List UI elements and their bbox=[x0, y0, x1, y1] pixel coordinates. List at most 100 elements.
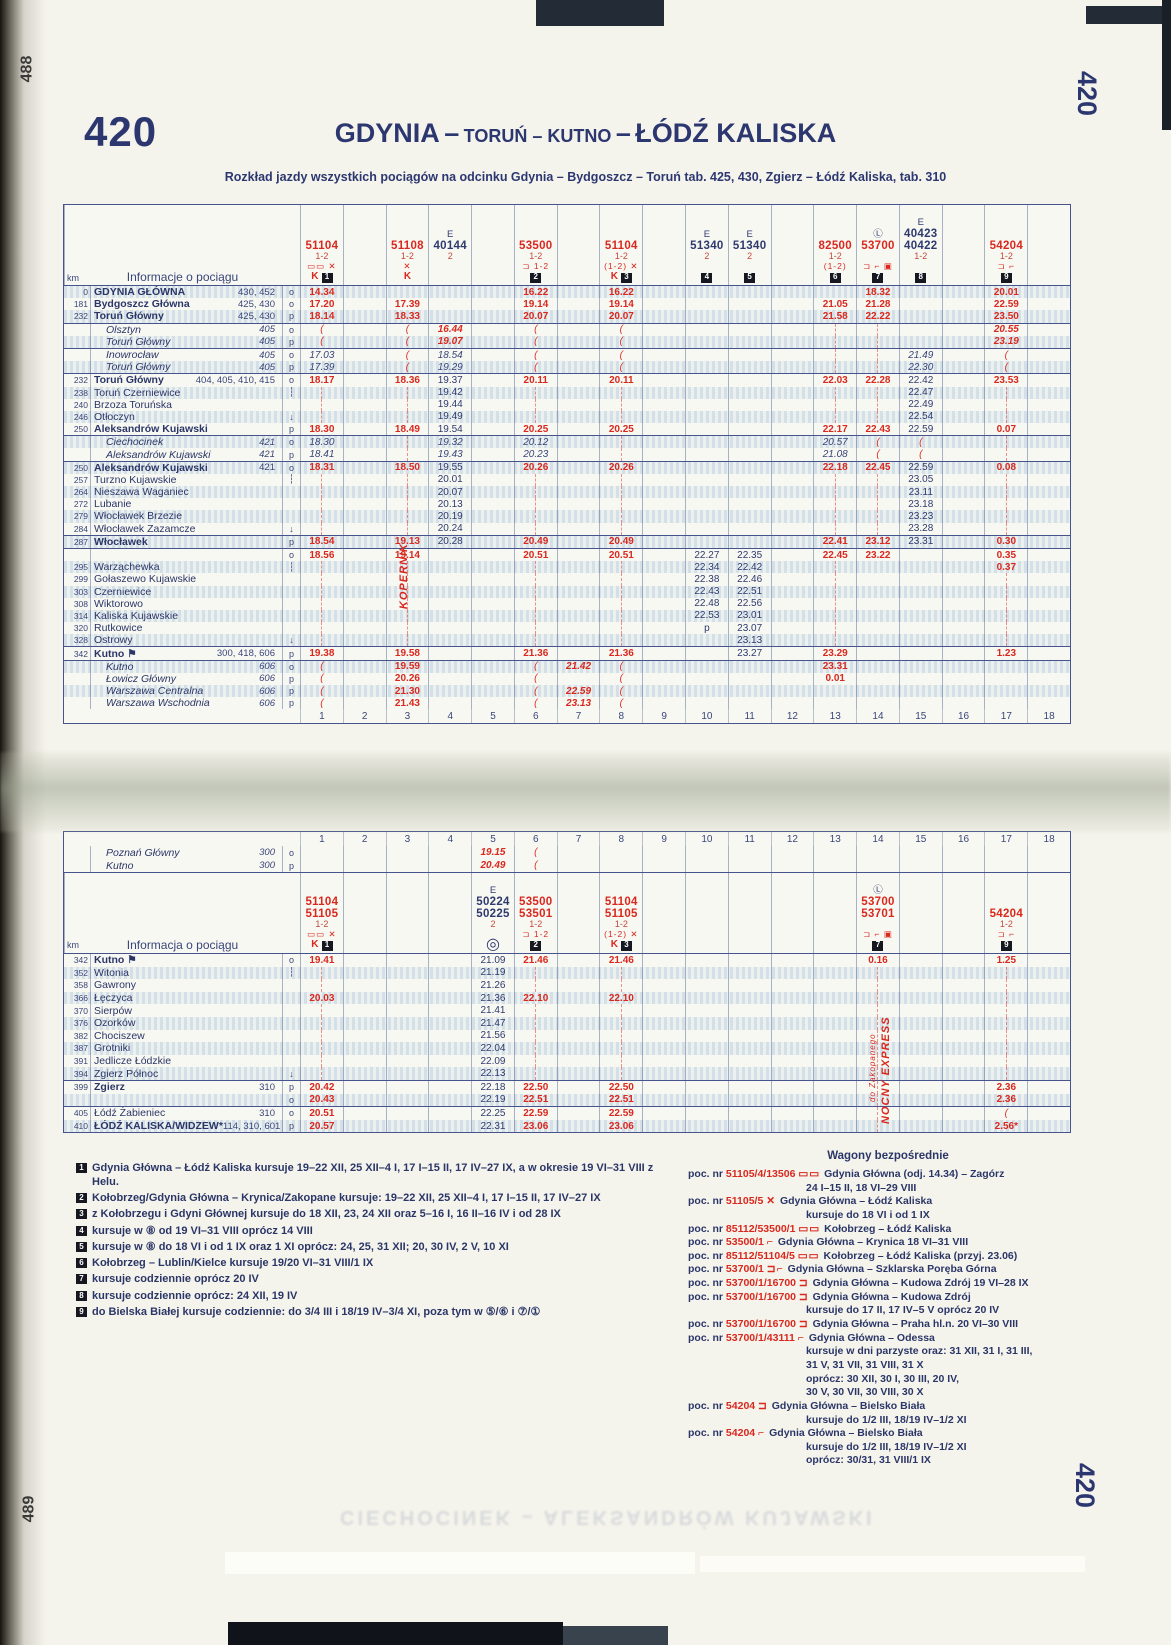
arrival-departure-marker bbox=[282, 510, 300, 523]
time-cell bbox=[342, 634, 386, 647]
through-coach-line: poc. nr 51105/4/13506 ▭▭ Gdynia Główna (… bbox=[688, 1168, 1088, 1182]
time-cell bbox=[770, 1004, 814, 1017]
time-cell: 19.29 bbox=[428, 361, 471, 374]
continuation-dash bbox=[877, 1107, 879, 1120]
continuation-dash bbox=[406, 622, 408, 635]
time-cell: 19.07 bbox=[428, 335, 471, 348]
time-cell bbox=[770, 991, 814, 1005]
class-note-icon: (1-2) bbox=[604, 261, 631, 271]
arrival-departure-marker: p bbox=[282, 535, 300, 548]
time-cell bbox=[513, 573, 557, 586]
continuation-dash bbox=[535, 1054, 537, 1068]
arrival-departure-marker: o bbox=[282, 660, 300, 673]
arrival-departure-marker bbox=[282, 991, 300, 1005]
station-name: Ciechocinek bbox=[106, 436, 164, 449]
time-cell bbox=[813, 697, 856, 710]
time-cell bbox=[813, 634, 856, 647]
time-value: 19.49 bbox=[437, 411, 463, 423]
time-cell bbox=[856, 622, 899, 635]
time-cell bbox=[856, 685, 899, 698]
station-cell: Gawrony bbox=[90, 979, 282, 992]
time-cell bbox=[727, 423, 771, 436]
continuation-dash bbox=[1005, 966, 1007, 980]
column-number: 17 bbox=[984, 709, 1027, 724]
time-cell bbox=[1027, 398, 1070, 411]
time-cell bbox=[300, 597, 343, 610]
footnote-square: 7 bbox=[872, 272, 884, 283]
coach-route: Gdynia Główna – Bielsko Biała bbox=[769, 1427, 923, 1440]
column-number: 4 bbox=[428, 709, 471, 724]
time-cell bbox=[599, 486, 642, 499]
continuation-dash bbox=[406, 510, 408, 523]
station-cell: Nieszawa Waganiec bbox=[90, 486, 282, 499]
footnote-square: 1 bbox=[321, 940, 333, 951]
time-cell: 17.39 bbox=[385, 298, 429, 311]
continuation-dash bbox=[620, 573, 622, 586]
service-icons: ▭▭ ✕ bbox=[307, 261, 337, 271]
continuation-dash bbox=[834, 335, 836, 348]
car-carrier-icon: ▣ bbox=[883, 929, 893, 939]
restaurant-icon: ✕ bbox=[403, 261, 412, 271]
time-cell bbox=[556, 597, 600, 610]
continuation-dash bbox=[1005, 609, 1007, 623]
station-cell: Łęczyca bbox=[90, 991, 282, 1005]
time-cell: 19.37 bbox=[428, 374, 471, 387]
restaurant-icon: ✕ bbox=[630, 929, 639, 939]
time-cell bbox=[556, 634, 600, 647]
time-cell bbox=[898, 1067, 942, 1080]
km-cell: 370 bbox=[73, 1005, 88, 1016]
continuation-dash bbox=[834, 348, 836, 362]
continuation-dash bbox=[406, 436, 408, 449]
time-cell bbox=[984, 486, 1027, 499]
coach-route: Kołobrzeg – Łódź Kaliska bbox=[824, 1222, 952, 1235]
service-icons bbox=[363, 262, 366, 271]
time-cell bbox=[685, 846, 728, 859]
time-cell bbox=[856, 348, 899, 362]
time-cell bbox=[898, 1054, 942, 1068]
service-icons bbox=[449, 930, 452, 939]
sleeper-icon: ⊐ bbox=[522, 929, 534, 939]
time-cell: 22.59 bbox=[513, 1107, 557, 1120]
branch-parenthesis-mark: ( bbox=[619, 324, 623, 336]
train-number: 51105/5 bbox=[725, 1195, 767, 1208]
time-cell: ( bbox=[599, 348, 642, 362]
time-cell bbox=[471, 398, 514, 411]
time-cell bbox=[342, 522, 386, 535]
time-cell: 22.38 bbox=[685, 573, 728, 586]
footnote-square: 5 bbox=[76, 1241, 87, 1252]
time-cell bbox=[471, 374, 514, 387]
station-cell: Jedlicze Łódzkie bbox=[90, 1054, 282, 1068]
time-cell bbox=[300, 486, 343, 499]
time-cell bbox=[770, 398, 814, 411]
station-name: Chociszew bbox=[94, 1029, 145, 1042]
time-cell bbox=[513, 510, 557, 523]
continuation-dash bbox=[321, 585, 323, 598]
time-cell bbox=[770, 634, 814, 647]
time-cell bbox=[471, 436, 514, 449]
time-cell: 0.37 bbox=[984, 561, 1027, 574]
continuation-dash bbox=[620, 473, 622, 486]
time-cell bbox=[727, 510, 771, 523]
time-cell bbox=[685, 286, 728, 299]
time-cell bbox=[856, 335, 899, 348]
time-cell bbox=[770, 473, 814, 486]
through-coach-line: poc. nr 85112/51104/5 ▭▭ Kołobrzeg – Łód… bbox=[688, 1250, 1088, 1264]
time-cell bbox=[599, 966, 642, 980]
km-cell: 284 bbox=[73, 523, 88, 534]
time-cell bbox=[770, 846, 814, 859]
time-cell bbox=[385, 1107, 429, 1120]
time-cell: 19.58 bbox=[385, 647, 429, 660]
continuation-dash bbox=[321, 1004, 323, 1017]
time-value: 22.59 bbox=[908, 462, 934, 474]
couchette-icon: ⌐ bbox=[874, 261, 884, 271]
time-cell bbox=[984, 410, 1027, 424]
time-cell bbox=[513, 1029, 557, 1043]
time-cell bbox=[685, 979, 728, 992]
time-cell: ( bbox=[599, 335, 642, 348]
continuation-dash bbox=[877, 1029, 879, 1043]
km-cell: 405 bbox=[73, 1108, 88, 1119]
continuation-dash bbox=[406, 386, 408, 399]
km-cell bbox=[64, 549, 90, 561]
